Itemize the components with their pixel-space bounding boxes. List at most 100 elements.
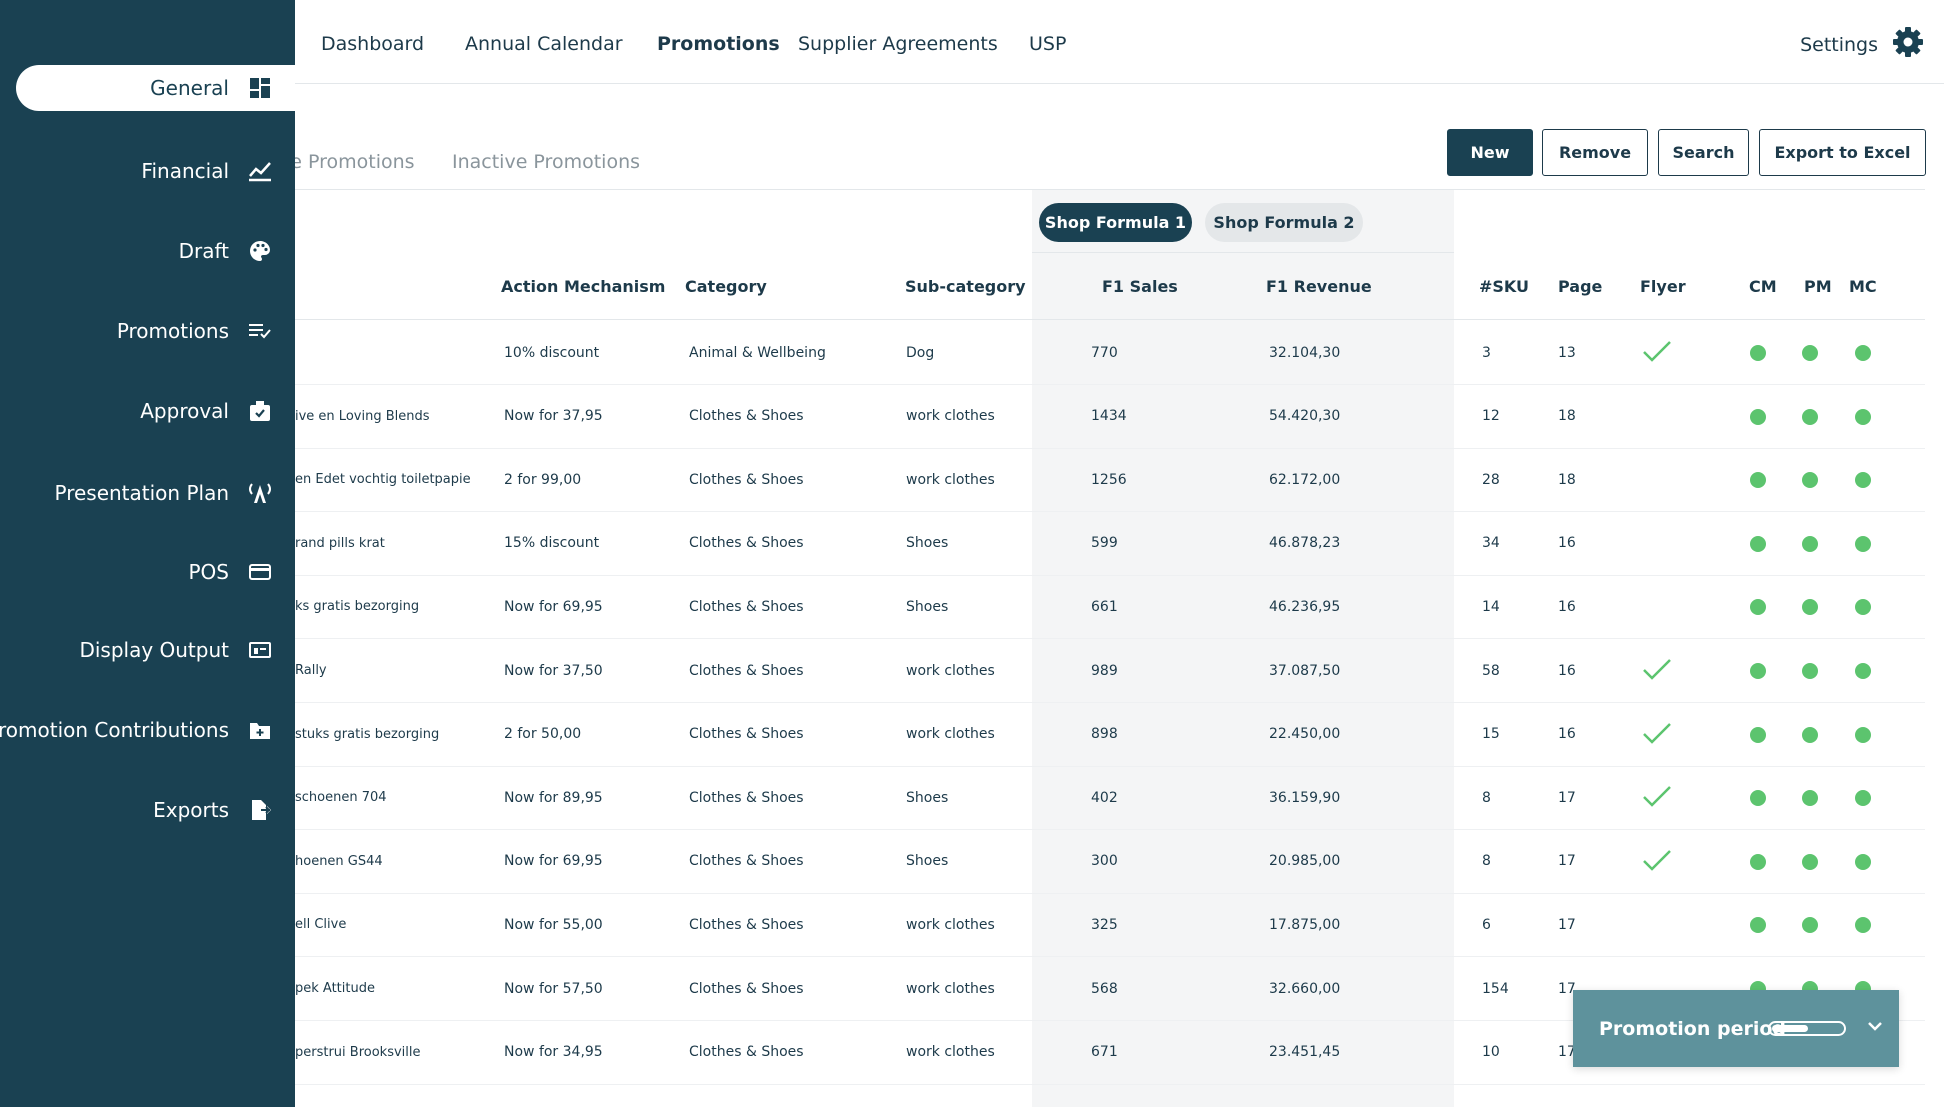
f1-revenue-cell: 22.450,00	[1269, 726, 1341, 743]
settings-label: Settings	[1800, 33, 1878, 56]
column-header-page[interactable]: Page	[1558, 277, 1603, 296]
promotion-period-panel[interactable]: Promotion period	[1573, 990, 1899, 1067]
pm-status-dot	[1802, 599, 1818, 616]
f1-revenue-cell: 32.660,00	[1269, 980, 1341, 997]
f1-sales-cell: 1256	[1091, 471, 1127, 488]
sidebar-item-promotions[interactable]: Promotions	[117, 308, 273, 354]
table-row[interactable]: perstrui Brooksville Now for 34,95 Clothes…	[295, 1021, 1925, 1085]
settings-link[interactable]: Settings	[1800, 26, 1924, 63]
column-header-category[interactable]: Category	[685, 277, 767, 296]
column-header-flyer[interactable]: Flyer	[1640, 277, 1686, 296]
sidebar-item-display-output[interactable]: Display Output	[79, 627, 273, 673]
sku-cell: 154	[1482, 980, 1509, 997]
display-icon	[247, 637, 273, 663]
table-row[interactable]: hoenen GS44 Now for 69,95 Clothes & Shoes S…	[295, 830, 1925, 894]
column-header-pm[interactable]: PM	[1804, 277, 1832, 296]
category-cell: Clothes & Shoes	[689, 598, 804, 615]
table-row[interactable]: Rally Now for 37,50 Clothes & Shoes work cl…	[295, 639, 1925, 703]
table-row[interactable]: ell Clive Now for 55,00 Clothes & Shoes wor…	[295, 893, 1925, 958]
page-cell: 16	[1558, 726, 1576, 743]
action-mechanism-cell: 2 for 50,00	[504, 726, 582, 743]
mc-status-dot	[1855, 917, 1871, 934]
sub-category-cell: work clothes	[906, 471, 995, 488]
cm-status-dot	[1750, 472, 1766, 489]
table-row[interactable]: en Edet vochtig toiletpapie 2 for 99,00 Cl…	[295, 448, 1925, 513]
remove-button[interactable]: Remove	[1542, 129, 1648, 176]
sku-cell: 15	[1482, 726, 1500, 743]
column-header-sku[interactable]: #SKU	[1479, 277, 1530, 296]
sub-category-cell: work clothes	[906, 662, 995, 679]
tab-inactive-promotions[interactable]: Inactive Promotions	[452, 151, 641, 173]
column-header-mc[interactable]: MC	[1849, 277, 1877, 296]
f1-revenue-cell: 23.451,45	[1269, 1044, 1341, 1061]
action-mechanism-cell: 10% discount	[504, 344, 600, 361]
column-header-cm[interactable]: CM	[1749, 277, 1777, 296]
table-row[interactable]: stuks gratis bezorging 2 for 50,00 Clothes…	[295, 703, 1925, 767]
column-header-action-mechanism[interactable]: Action Mechanism	[501, 277, 666, 296]
sidebar-item-approval[interactable]: Approval	[140, 388, 273, 434]
sidebar-item-presentation-plan[interactable]: Presentation Plan	[54, 470, 273, 516]
nav-usp[interactable]: USP	[1029, 33, 1067, 55]
sub-category-cell: work clothes	[906, 980, 995, 997]
sub-category-cell: Dog	[906, 344, 935, 361]
column-header-sub-category[interactable]: Sub-category	[905, 277, 1026, 296]
table-row[interactable]: ive en Loving Blends Now for 37,95 Clothes…	[295, 385, 1925, 449]
sidebar-item-pos[interactable]: POS	[189, 549, 274, 595]
table-row[interactable]: rand pills krat 15% discount Clothes & Sho…	[295, 512, 1925, 576]
f1-sales-cell: 402	[1091, 789, 1118, 806]
sub-category-cell: work clothes	[906, 1044, 995, 1061]
table-row[interactable]: schoenen 704 Now for 89,95 Clothes & Shoes…	[295, 766, 1925, 831]
nav-supplier-agreements[interactable]: Supplier Agreements	[798, 33, 998, 55]
f1-revenue-cell: 46.878,23	[1269, 535, 1341, 552]
f1-sales-cell: 1434	[1091, 408, 1127, 425]
tab-shop-formula-2[interactable]: Shop Formula 2	[1205, 203, 1363, 242]
f1-revenue-cell: 17.875,00	[1269, 916, 1341, 933]
tab-shop-formula-1[interactable]: Shop Formula 1	[1039, 203, 1192, 242]
f1-sales-cell: 661	[1091, 598, 1118, 615]
chevron-down-icon[interactable]	[1865, 1016, 1885, 1040]
export-to-excel-button[interactable]: Export to Excel	[1759, 129, 1926, 176]
sku-cell: 8	[1482, 789, 1491, 806]
page-cell: 17	[1558, 789, 1576, 806]
f1-revenue-cell: 37.087,50	[1269, 662, 1341, 679]
sub-category-cell: Shoes	[906, 853, 949, 870]
page-cell: 16	[1558, 535, 1576, 552]
sidebar-item-label: Promotions	[116, 319, 229, 343]
action-mechanism-cell: Now for 57,50	[504, 980, 603, 997]
column-header-f1-revenue[interactable]: F1 Revenue	[1266, 277, 1372, 296]
new-button[interactable]: New	[1447, 129, 1533, 176]
sku-cell: 58	[1482, 662, 1500, 679]
column-header-f1-sales[interactable]: F1 Sales	[1102, 277, 1178, 296]
cm-status-dot	[1750, 535, 1766, 552]
nav-dashboard[interactable]: Dashboard	[321, 33, 425, 55]
sidebar-item-draft[interactable]: Draft	[179, 228, 273, 274]
table-row[interactable]: ks gratis bezorging Now for 69,95 Clothes …	[295, 575, 1925, 640]
tab-divider	[295, 189, 1925, 190]
nav-promotions[interactable]: Promotions	[657, 33, 780, 55]
sidebar-item-promotion-contributions[interactable]: Promotion Contributions	[0, 707, 273, 753]
tab-active-promotions[interactable]: le Promotions	[285, 151, 415, 173]
nav-annual-calendar[interactable]: Annual Calendar	[465, 33, 623, 55]
f1-sales-cell: 568	[1091, 980, 1118, 997]
category-cell: Clothes & Shoes	[689, 662, 804, 679]
sidebar-item-label: General	[150, 76, 229, 100]
action-mechanism-cell: Now for 69,95	[504, 598, 603, 615]
sub-category-cell: work clothes	[906, 408, 995, 425]
search-button[interactable]: Search	[1658, 129, 1749, 176]
mc-status-dot	[1855, 408, 1871, 425]
mc-status-dot	[1855, 790, 1871, 807]
item-name-cell: schoenen 704	[295, 790, 387, 806]
broadcast-icon	[247, 480, 273, 506]
sidebar-item-financial[interactable]: Financial	[141, 148, 273, 194]
sidebar-item-exports[interactable]: Exports	[153, 787, 273, 833]
category-cell: Clothes & Shoes	[689, 726, 804, 743]
sub-category-cell: Shoes	[906, 789, 949, 806]
f1-sales-cell: 989	[1091, 662, 1118, 679]
pm-status-dot	[1802, 790, 1818, 807]
list-check-icon	[247, 318, 273, 344]
table-row[interactable]: 10% discount Animal & Wellbeing Dog 770 32.1…	[295, 321, 1925, 385]
mc-status-dot	[1855, 726, 1871, 743]
sidebar-item-general[interactable]: General	[16, 65, 295, 111]
promotion-period-toggle[interactable]	[1768, 1021, 1846, 1036]
promotion-period-label: Promotion period	[1599, 1017, 1787, 1040]
